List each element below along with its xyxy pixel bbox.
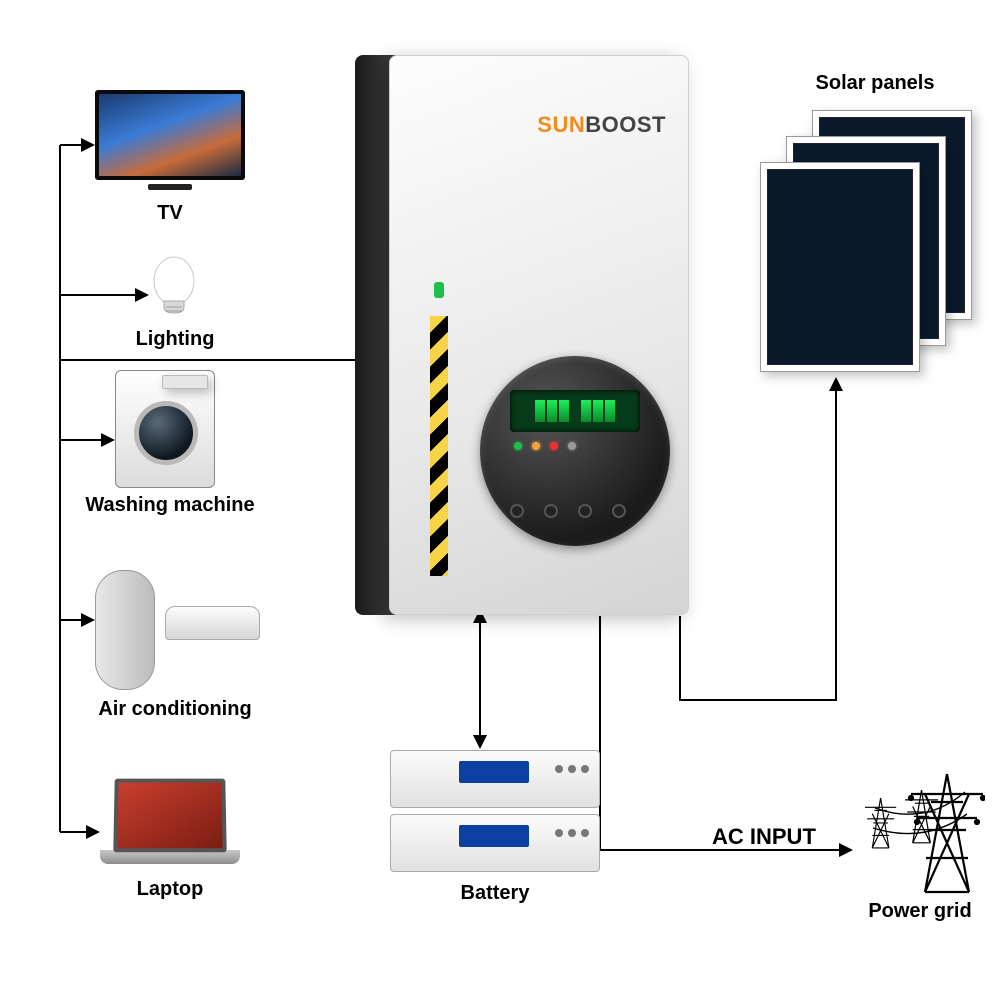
battery-unit [390, 814, 600, 872]
solar-label: Solar panels [790, 72, 960, 95]
inverter-unit: SUNBOOST [355, 55, 690, 615]
washer-label: Washing machine [75, 494, 265, 517]
battery-stack [390, 750, 600, 878]
battery-label: Battery [430, 882, 560, 905]
washing-machine-icon [115, 370, 215, 488]
control-buttons [510, 504, 626, 518]
lightbulb-icon [150, 255, 198, 330]
grid-label: Power grid [850, 900, 990, 923]
ac-outdoor-icon [95, 570, 155, 690]
lcd-screen-icon [510, 390, 640, 432]
battery-unit [390, 750, 600, 808]
ac-indoor-icon [165, 606, 260, 640]
power-grid-icon [855, 770, 985, 905]
tv-label: TV [95, 202, 245, 225]
laptop-icon [100, 778, 240, 864]
control-panel [480, 356, 670, 546]
power-led-icon [434, 282, 444, 298]
inverter-brand: SUNBOOST [537, 112, 666, 138]
status-leds [514, 442, 576, 450]
ac-label: Air conditioning [80, 698, 270, 721]
laptop-label: Laptop [100, 878, 240, 901]
lighting-label: Lighting [120, 328, 230, 351]
ac-input-label: AC INPUT [712, 824, 816, 850]
tv-icon [95, 90, 245, 190]
caution-stripe-icon [430, 316, 448, 576]
